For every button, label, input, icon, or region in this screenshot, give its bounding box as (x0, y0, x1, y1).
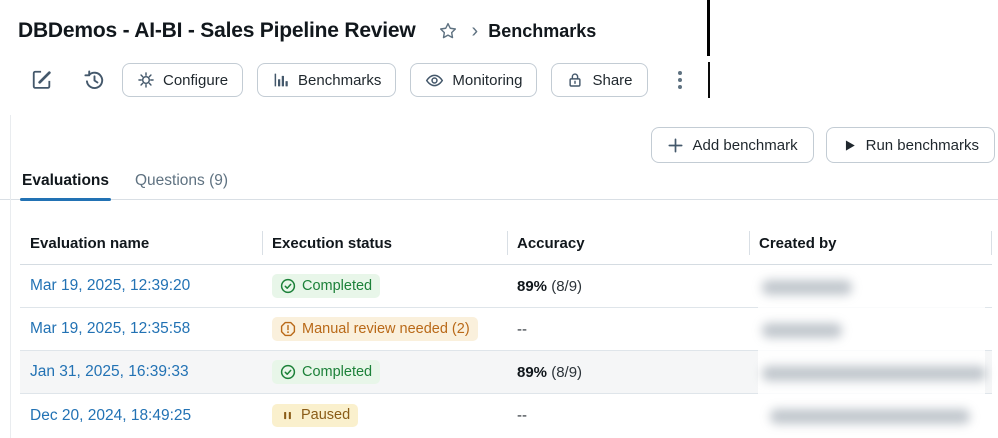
more-actions-button[interactable] (668, 68, 692, 92)
kebab-menu-icon (677, 71, 682, 89)
redacted-created-by (770, 409, 970, 424)
breadcrumb-current: Benchmarks (488, 20, 597, 41)
edit-icon (32, 70, 51, 89)
configure-label: Configure (163, 71, 229, 89)
evaluation-link[interactable]: Mar 19, 2025, 12:39:20 (30, 277, 191, 294)
cursor-artifact-line (707, 0, 710, 56)
table-header: Evaluation name Execution status Accurac… (20, 222, 992, 265)
column-header-created-by: Created by (749, 230, 992, 256)
panel-edge-divider (10, 115, 11, 438)
play-icon (845, 139, 855, 151)
status-badge: Completed (272, 360, 381, 384)
run-benchmarks-button[interactable]: Run benchmarks (825, 127, 995, 163)
accuracy-cell: -- (517, 320, 527, 338)
breadcrumb-chevron-icon: › (471, 20, 479, 42)
column-header-evaluation-name: Evaluation name (30, 234, 150, 252)
check-circle-icon (280, 278, 296, 294)
star-icon (439, 22, 456, 39)
bar-chart-icon (274, 73, 288, 87)
plus-icon (668, 137, 683, 153)
accuracy-cell: 89% (8/9) (517, 277, 583, 295)
eye-icon (426, 74, 444, 86)
page-header: DBDemos - AI-BI - Sales Pipeline Review … (0, 0, 998, 48)
status-label: Paused (301, 407, 351, 424)
status-badge: Completed (272, 274, 381, 298)
share-label: Share (592, 71, 633, 89)
history-icon (83, 70, 103, 89)
redacted-created-by (762, 323, 842, 338)
table-row[interactable]: Mar 19, 2025, 12:35:58 Manual review nee… (20, 308, 992, 351)
check-circle-icon (280, 364, 296, 380)
accuracy-cell: 89% (8/9) (517, 363, 583, 381)
configure-button[interactable]: Configure (122, 63, 244, 97)
toolbar: Configure Benchmarks Monitoring (0, 63, 998, 97)
evaluations-table: Evaluation name Execution status Accurac… (20, 222, 992, 437)
warning-octagon-icon (280, 321, 296, 337)
pause-icon (284, 411, 291, 420)
status-label: Completed (302, 363, 373, 380)
monitoring-button[interactable]: Monitoring (410, 63, 538, 97)
redaction-overlay (758, 277, 986, 429)
benchmarks-button[interactable]: Benchmarks (257, 63, 397, 97)
evaluation-link[interactable]: Mar 19, 2025, 12:35:58 (30, 320, 191, 337)
gear-icon (138, 72, 154, 88)
column-header-accuracy: Accuracy (507, 230, 749, 256)
table-row[interactable]: Dec 20, 2024, 18:49:25 Paused -- (20, 394, 992, 437)
evaluation-link[interactable]: Dec 20, 2024, 18:49:25 (30, 406, 192, 424)
evaluation-link[interactable]: Jan 31, 2025, 16:39:33 (30, 363, 189, 380)
share-button[interactable]: Share (551, 63, 648, 97)
benchmarks-label: Benchmarks (298, 71, 382, 89)
monitoring-label: Monitoring (452, 71, 523, 89)
lock-icon (569, 73, 582, 87)
tab-evaluations[interactable]: Evaluations (20, 172, 111, 201)
add-benchmark-button[interactable]: Add benchmark (650, 127, 814, 163)
benchmark-actions: Add benchmark Run benchmarks (0, 127, 998, 163)
favorite-star-button[interactable] (438, 21, 458, 41)
redacted-created-by (762, 280, 852, 295)
cursor-artifact-line (708, 62, 710, 98)
table-row[interactable]: Mar 19, 2025, 12:39:20 Completed 89% (8/… (20, 265, 992, 308)
tab-bar: Evaluations Questions (9) (0, 172, 998, 201)
tab-questions[interactable]: Questions (9) (135, 172, 229, 189)
accuracy-cell: -- (517, 407, 527, 424)
status-badge: Manual review needed (2) (272, 317, 478, 341)
history-button[interactable] (82, 68, 106, 92)
status-label: Manual review needed (2) (302, 320, 470, 337)
add-benchmark-label: Add benchmark (692, 136, 798, 154)
column-header-execution-status: Execution status (262, 230, 507, 256)
status-badge: Paused (272, 404, 359, 427)
redacted-created-by (762, 366, 986, 381)
page-title: DBDemos - AI-BI - Sales Pipeline Review (18, 19, 416, 42)
run-benchmarks-label: Run benchmarks (865, 136, 979, 154)
edit-button[interactable] (30, 68, 54, 92)
status-label: Completed (302, 277, 373, 294)
